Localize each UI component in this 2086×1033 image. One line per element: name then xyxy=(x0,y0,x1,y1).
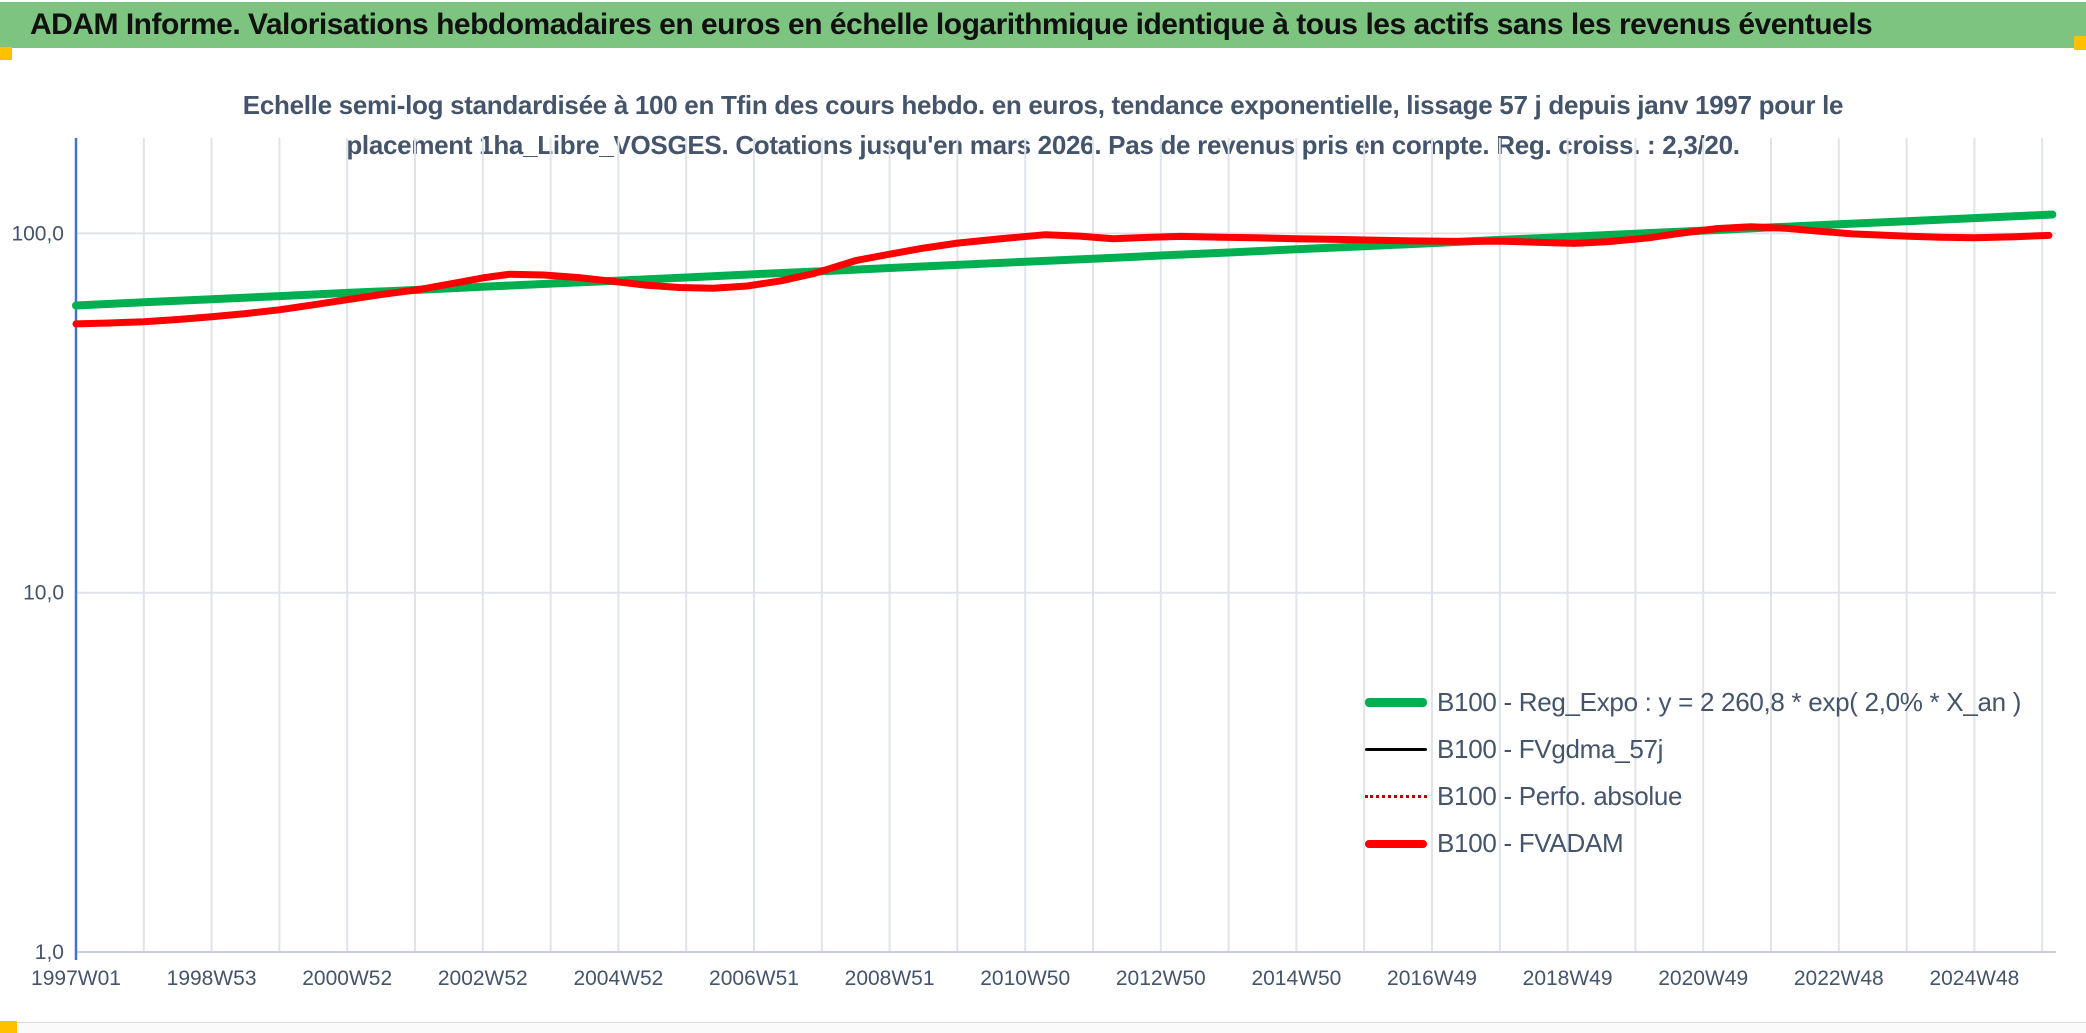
x-tick-label: 2008W51 xyxy=(845,967,935,990)
x-tick-label: 2020W49 xyxy=(1658,967,1748,990)
legend-item-fvgdma: B100 - FVgdma_57j xyxy=(1365,726,2021,773)
chart-title-line1: Echelle semi-log standardisée à 100 en T… xyxy=(242,90,1844,120)
bottom-left-accent-square xyxy=(0,1021,17,1033)
legend-item-perfo-absolue: B100 - Perfo. absolue xyxy=(1365,773,2021,820)
x-tick-label: 1998W53 xyxy=(167,967,257,990)
legend-label: B100 - FVgdma_57j xyxy=(1437,734,1664,764)
x-tick-label: 2012W50 xyxy=(1116,967,1206,990)
x-tick-label: 2014W50 xyxy=(1251,967,1341,990)
legend-item-fvadam: B100 - FVADAM xyxy=(1365,820,2021,867)
chart-legend: B100 - Reg_Expo : y = 2 260,8 * exp( 2,0… xyxy=(1365,679,2021,867)
x-tick-label: 2000W52 xyxy=(302,967,392,990)
series-line xyxy=(72,223,2053,328)
bottom-strip xyxy=(0,1022,2086,1033)
legend-swatch-black-line xyxy=(1365,747,1427,752)
y-tick-label: 1,0 xyxy=(35,941,64,964)
y-tick-label: 100,0 xyxy=(11,222,64,245)
x-tick-label: 2018W49 xyxy=(1523,967,1613,990)
x-tick-label: 2022W48 xyxy=(1794,967,1884,990)
y-axis-tick-labels: 100,0 10,0 1,0 xyxy=(11,222,64,964)
header-bar: ADAM Informe. Valorisations hebdomadaire… xyxy=(0,2,2086,48)
x-axis-tick-labels: 1997W01 1998W53 2000W52 2002W52 2004W52 2006W… xyxy=(31,967,2019,990)
series-line xyxy=(74,225,2051,326)
legend-label: B100 - Perfo. absolue xyxy=(1437,781,1683,811)
legend-label: B100 - FVADAM xyxy=(1437,828,1624,858)
header-right-accent-square xyxy=(2074,36,2086,50)
x-tick-label: 2002W52 xyxy=(438,967,528,990)
x-tick-label: 2010W50 xyxy=(980,967,1070,990)
x-tick-label: 2024W48 xyxy=(1929,967,2019,990)
legend-swatch-red-dotted-line xyxy=(1365,795,1427,798)
x-tick-label: 2004W52 xyxy=(573,967,663,990)
header-left-accent-square xyxy=(0,47,12,60)
legend-swatch-red-line xyxy=(1365,839,1427,848)
chart-title-line2: placement 1ha_Libre_VOSGES. Cotations ju… xyxy=(346,130,1740,160)
legend-label: B100 - Reg_Expo : y = 2 260,8 * exp( 2,0… xyxy=(1437,687,2022,717)
header-title: ADAM Informe. Valorisations hebdomadaire… xyxy=(30,8,1873,41)
x-tick-label: 2006W51 xyxy=(709,967,799,990)
series-line xyxy=(74,225,2051,326)
y-tick-label: 10,0 xyxy=(23,582,64,605)
legend-item-reg-expo: B100 - Reg_Expo : y = 2 260,8 * exp( 2,0… xyxy=(1365,679,2021,726)
x-tick-label: 2016W49 xyxy=(1387,967,1477,990)
x-tick-label: 1997W01 xyxy=(31,967,121,990)
legend-swatch-green-line xyxy=(1365,698,1427,707)
